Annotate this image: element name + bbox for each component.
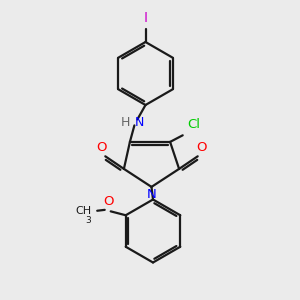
- Text: O: O: [103, 195, 114, 208]
- Text: O: O: [97, 141, 107, 154]
- Text: N: N: [134, 116, 144, 130]
- Text: H: H: [121, 116, 130, 130]
- Text: I: I: [143, 11, 148, 26]
- Text: N: N: [147, 188, 156, 200]
- Text: Cl: Cl: [187, 118, 200, 131]
- Text: 3: 3: [85, 215, 91, 224]
- Text: CH: CH: [75, 206, 91, 216]
- Text: O: O: [196, 141, 207, 154]
